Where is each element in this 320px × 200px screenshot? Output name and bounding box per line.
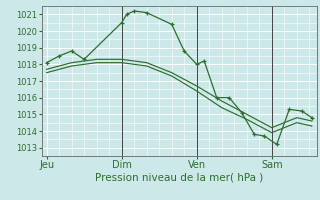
X-axis label: Pression niveau de la mer( hPa ): Pression niveau de la mer( hPa ) (95, 173, 263, 183)
